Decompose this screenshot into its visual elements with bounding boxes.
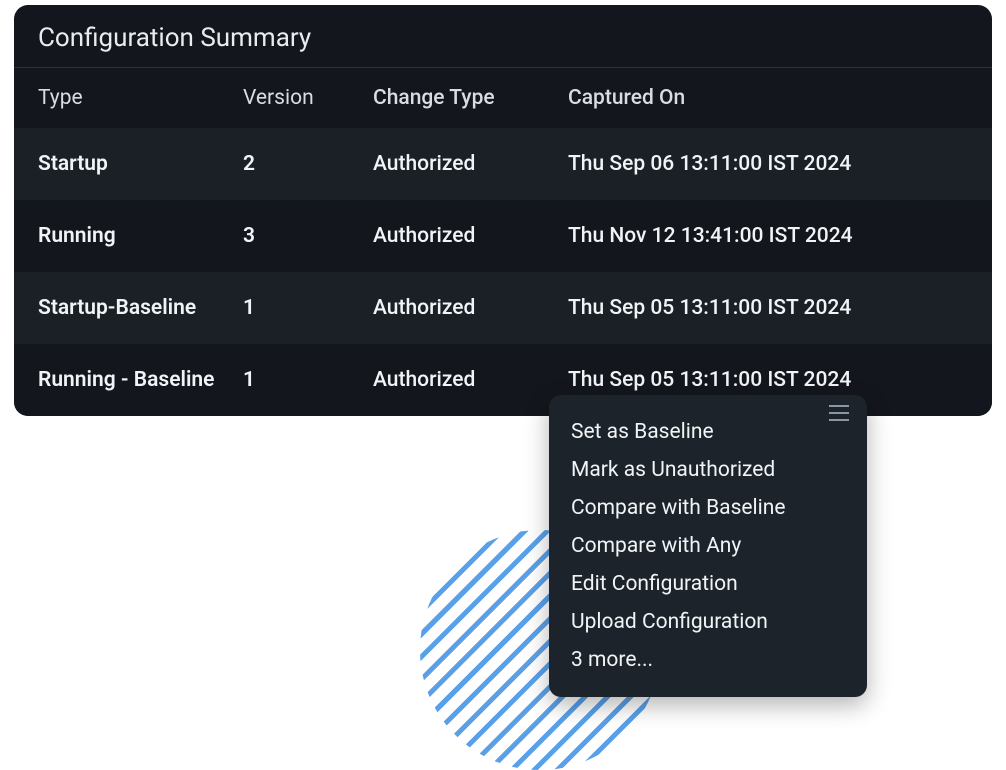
- col-header-change-type: Change Type: [373, 86, 568, 110]
- cell-captured-on: Thu Sep 05 13:11:00 IST 2024: [568, 368, 968, 392]
- table-row[interactable]: Startup 2 Authorized Thu Sep 06 13:11:00…: [14, 128, 992, 200]
- cell-type: Startup: [38, 152, 243, 176]
- table-row[interactable]: Running 3 Authorized Thu Nov 12 13:41:00…: [14, 200, 992, 272]
- cell-captured-on: Thu Sep 05 13:11:00 IST 2024: [568, 296, 968, 320]
- table-header-row: Type Version Change Type Captured On: [14, 68, 992, 128]
- menu-item-upload-config[interactable]: Upload Configuration: [571, 603, 845, 641]
- cell-version: 3: [243, 224, 373, 248]
- menu-item-mark-unauthorized[interactable]: Mark as Unauthorized: [571, 451, 845, 489]
- cell-version: 1: [243, 296, 373, 320]
- config-summary-panel: Configuration Summary Type Version Chang…: [14, 5, 992, 416]
- panel-title: Configuration Summary: [14, 5, 992, 68]
- menu-item-more[interactable]: 3 more...: [571, 641, 845, 679]
- table-row[interactable]: Startup-Baseline 1 Authorized Thu Sep 05…: [14, 272, 992, 344]
- menu-item-set-baseline[interactable]: Set as Baseline: [571, 413, 845, 451]
- cell-change-type: Authorized: [373, 296, 568, 320]
- cell-version: 2: [243, 152, 373, 176]
- hamburger-icon[interactable]: [829, 405, 849, 421]
- cell-change-type: Authorized: [373, 152, 568, 176]
- cell-change-type: Authorized: [373, 368, 568, 392]
- cell-captured-on: Thu Nov 12 13:41:00 IST 2024: [568, 224, 968, 248]
- cell-version: 1: [243, 368, 373, 392]
- col-header-captured-on: Captured On: [568, 86, 968, 110]
- cell-change-type: Authorized: [373, 224, 568, 248]
- col-header-type: Type: [38, 86, 243, 110]
- cell-type: Startup-Baseline: [38, 296, 243, 320]
- col-header-version: Version: [243, 86, 373, 110]
- cell-type: Running - Baseline: [38, 368, 243, 392]
- menu-item-edit-config[interactable]: Edit Configuration: [571, 565, 845, 603]
- cell-captured-on: Thu Sep 06 13:11:00 IST 2024: [568, 152, 968, 176]
- menu-item-compare-any[interactable]: Compare with Any: [571, 527, 845, 565]
- menu-item-compare-baseline[interactable]: Compare with Baseline: [571, 489, 845, 527]
- cell-type: Running: [38, 224, 243, 248]
- context-menu: Set as Baseline Mark as Unauthorized Com…: [549, 395, 867, 697]
